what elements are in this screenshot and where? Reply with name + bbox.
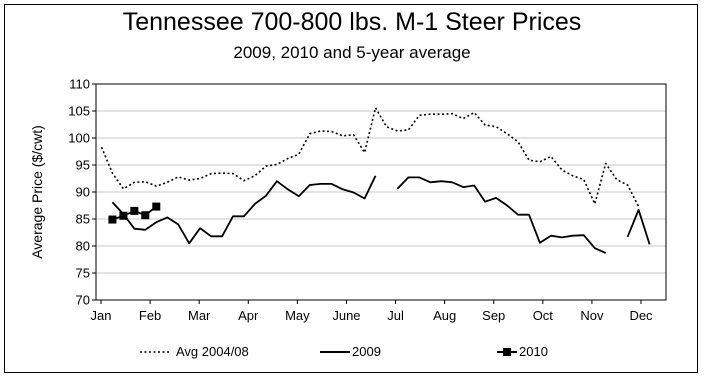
- data-point-2010-4: [152, 202, 161, 211]
- series-line-avg-2004-08-0: [100, 107, 640, 207]
- series-line-2009-1: [396, 176, 607, 254]
- series-lines: [100, 107, 651, 254]
- y-tick-label-105: 105: [68, 104, 90, 119]
- chart-subtitle: 2009, 2010 and 5-year average: [233, 43, 471, 62]
- x-tick-label-sep: Sep: [482, 308, 505, 323]
- x-tick-label-apr: Apr: [238, 308, 259, 323]
- y-axis-label: Average Price ($/cwt): [29, 125, 45, 259]
- legend-label-2009: 2009: [352, 344, 381, 359]
- x-tick-label-dec: Dec: [629, 308, 653, 323]
- y-tick-label-95: 95: [76, 158, 90, 173]
- y-axis: 70 75 80 85 90 95 100 105 110: [68, 77, 96, 308]
- x-tick-label-oct: Oct: [533, 308, 554, 323]
- series-line-2009-0: [111, 175, 377, 245]
- y-tick-label-110: 110: [69, 77, 90, 92]
- x-axis: Jan Feb Mar Apr May June Jul Aug Sep Oct Nov Dec: [91, 300, 653, 323]
- x-tick-label-nov: Nov: [580, 308, 604, 323]
- y-tick-label-80: 80: [76, 239, 90, 254]
- legend-label-2010: 2010: [519, 344, 548, 359]
- x-tick-label-may: May: [285, 308, 310, 323]
- legend: Avg 2004/08 2009 2010: [140, 344, 548, 359]
- y-tick-label-90: 90: [76, 185, 90, 200]
- x-tick-label-jul: Jul: [387, 308, 404, 323]
- data-point-2010-3: [141, 211, 150, 220]
- y-tick-label-100: 100: [68, 131, 90, 146]
- chart-title: Tennessee 700-800 lbs. M-1 Steer Prices: [122, 8, 582, 36]
- legend-marker-2010: [503, 348, 511, 356]
- data-point-2010-1: [119, 211, 128, 220]
- x-tick-label-feb: Feb: [139, 308, 161, 323]
- y-tick-label-85: 85: [76, 212, 90, 227]
- chart-frame: [4, 4, 698, 373]
- x-tick-label-aug: Aug: [433, 308, 456, 323]
- y-tick-label-70: 70: [76, 293, 90, 308]
- series-line-2009-2: [626, 208, 651, 245]
- x-tick-label-mar: Mar: [188, 308, 211, 323]
- data-point-2010-0: [108, 215, 117, 224]
- data-point-2010-2: [130, 206, 139, 215]
- x-tick-label-june: June: [332, 308, 360, 323]
- x-tick-label-jan: Jan: [91, 308, 112, 323]
- legend-label-avg: Avg 2004/08: [176, 344, 249, 359]
- y-tick-label-75: 75: [76, 266, 90, 281]
